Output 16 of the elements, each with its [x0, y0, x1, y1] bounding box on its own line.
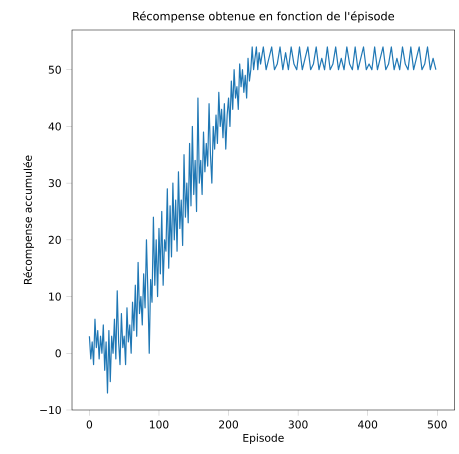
y-tick-label: 20: [48, 236, 61, 244]
x-tick-label: 100: [150, 420, 168, 428]
x-tick-label: 200: [219, 420, 238, 428]
chart-title: Récompense obtenue en fonction de l'épisode: [133, 11, 394, 23]
x-tick-label: 300: [288, 420, 308, 428]
x-tick-label: 400: [358, 420, 378, 428]
y-tick-label: 10: [49, 292, 61, 301]
x-tick-label: 0: [86, 420, 92, 428]
y-tick-label: 40: [48, 122, 61, 130]
y-tick-label: −10: [40, 406, 61, 414]
x-axis-title: Episode: [243, 434, 284, 444]
y-tick-label: 30: [48, 179, 61, 188]
y-tick-label: 50: [48, 66, 61, 74]
y-tick-label: 0: [56, 349, 61, 358]
y-axis-title: Récompense accumulée: [23, 155, 34, 284]
x-tick-label: 500: [428, 420, 447, 428]
